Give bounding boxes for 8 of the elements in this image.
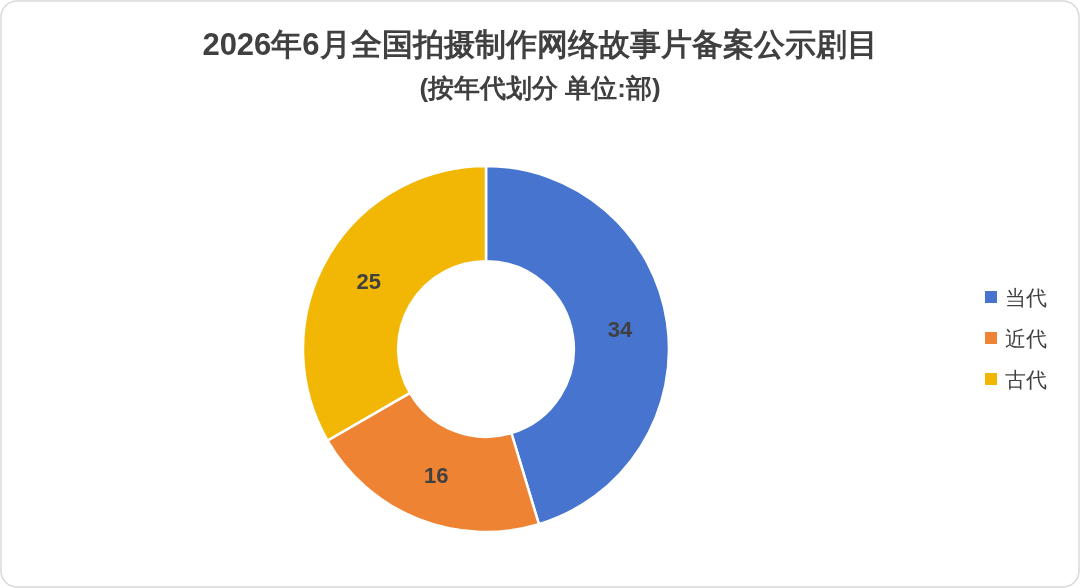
data-label: 34 — [607, 317, 633, 343]
legend-label: 近代 — [1005, 327, 1047, 350]
data-label: 25 — [356, 269, 381, 295]
chart-subtitle: (按年代划分 单位:部) — [419, 73, 661, 103]
data-label: 16 — [423, 462, 449, 488]
legend-label: 当代 — [1005, 286, 1047, 309]
legend-label: 古代 — [1005, 368, 1047, 391]
chart-title: 2026年6月全国拍摄制作网络故事片备案公示剧目 — [202, 27, 878, 62]
